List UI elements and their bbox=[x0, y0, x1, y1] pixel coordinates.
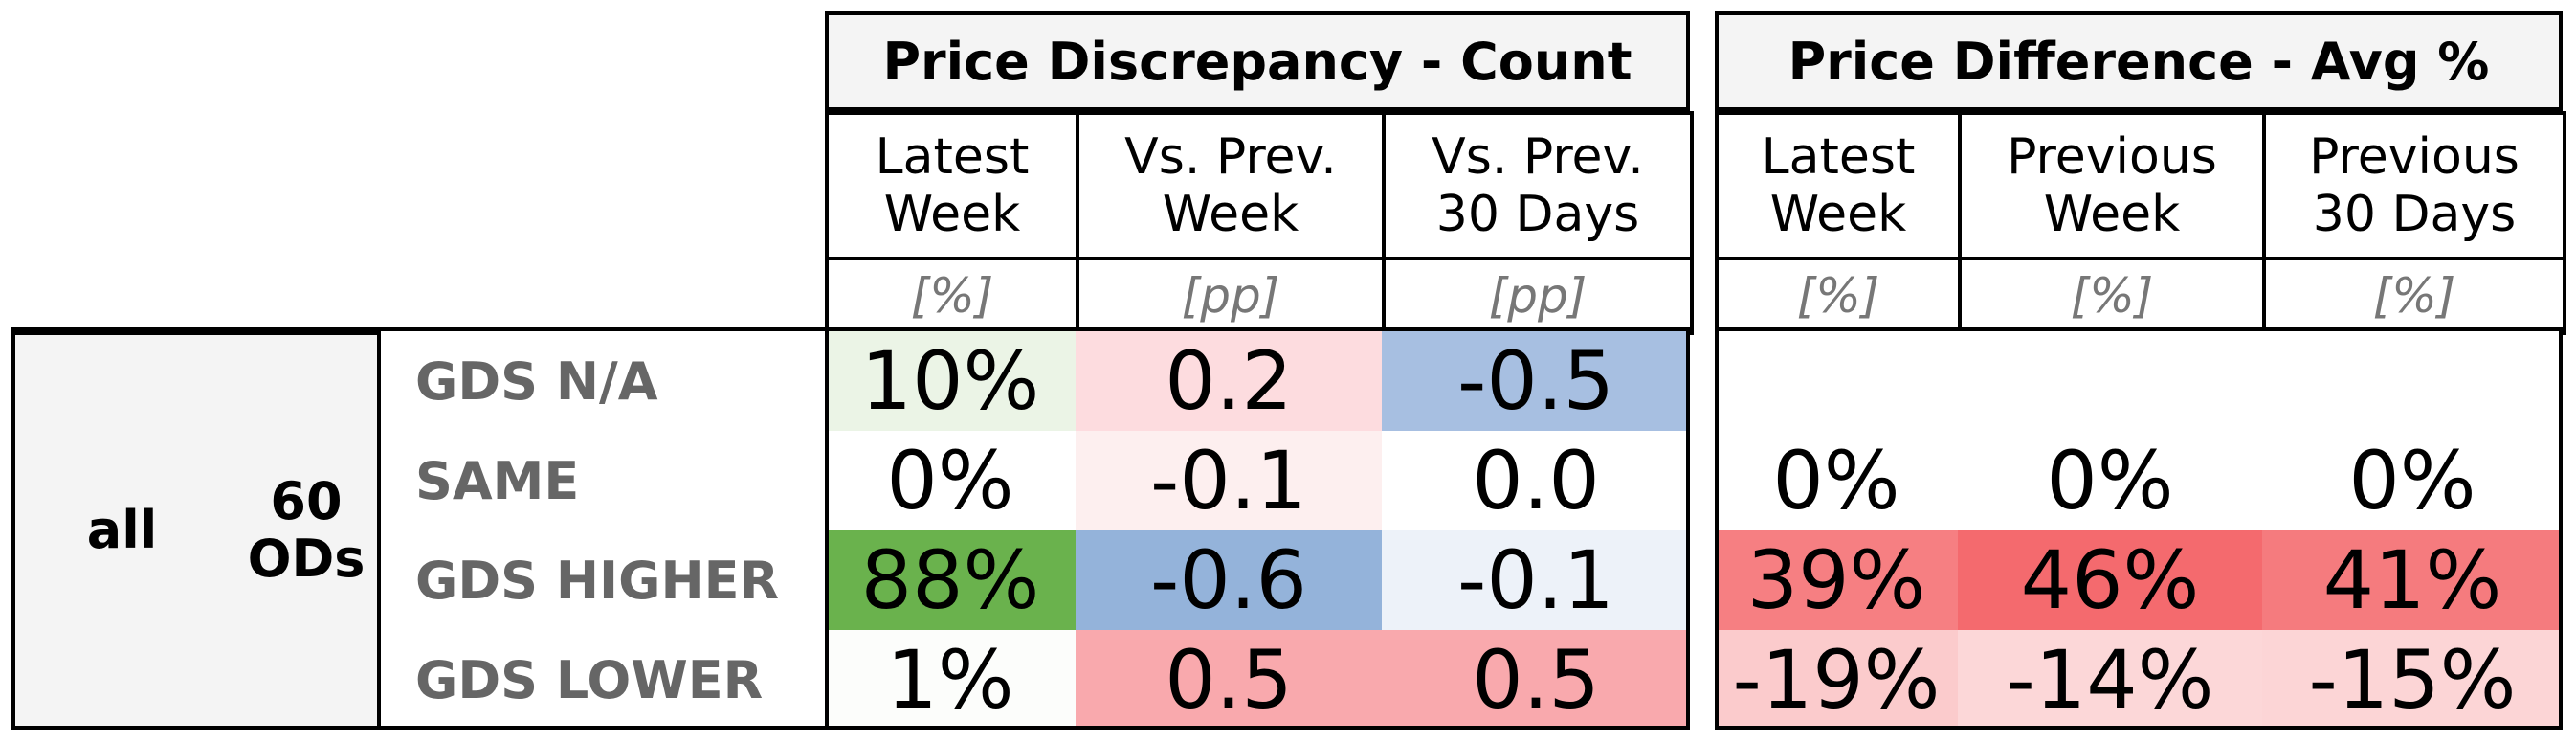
od-count-label: 60 ODs bbox=[247, 471, 366, 589]
column-unit: [%] bbox=[2262, 257, 2566, 335]
table-cell: -0.1 bbox=[1076, 431, 1382, 530]
column-unit: [pp] bbox=[1076, 257, 1386, 335]
table-cell: -0.6 bbox=[1076, 530, 1382, 630]
table-cell bbox=[1715, 331, 1958, 431]
row-group-block bbox=[11, 331, 381, 730]
table-cell: -15% bbox=[2262, 630, 2563, 730]
column-unit: [pp] bbox=[1382, 257, 1694, 335]
table-cell: -19% bbox=[1715, 630, 1958, 730]
table-cell: 46% bbox=[1958, 530, 2262, 630]
group-title: Price Discrepancy - Count bbox=[825, 11, 1690, 111]
table-cell: 88% bbox=[825, 530, 1076, 630]
group-title: Price Difference - Avg % bbox=[1715, 11, 2563, 111]
column-header: Vs. Prev. Week bbox=[1076, 111, 1386, 260]
table-cell: -14% bbox=[1958, 630, 2262, 730]
column-unit: [%] bbox=[825, 257, 1079, 335]
table-cell: 0.5 bbox=[1382, 630, 1690, 730]
table-cell: 0.5 bbox=[1076, 630, 1382, 730]
table-cell: 10% bbox=[825, 331, 1076, 431]
row-label: GDS N/A bbox=[415, 350, 658, 412]
table-cell: 41% bbox=[2262, 530, 2563, 630]
segment-label: all bbox=[86, 500, 158, 560]
table-cell: 0.2 bbox=[1076, 331, 1382, 431]
row-label: GDS HIGHER bbox=[415, 550, 780, 611]
row-label: GDS LOWER bbox=[415, 649, 764, 710]
table-cell: 0% bbox=[1715, 431, 1958, 530]
table-cell: 1% bbox=[825, 630, 1076, 730]
column-header: Vs. Prev. 30 Days bbox=[1382, 111, 1694, 260]
table-cell: 39% bbox=[1715, 530, 1958, 630]
column-header: Previous Week bbox=[1958, 111, 2266, 260]
table-cell bbox=[2262, 331, 2563, 431]
column-unit: [%] bbox=[1958, 257, 2266, 335]
column-header: Previous 30 Days bbox=[2262, 111, 2566, 260]
row-label: SAME bbox=[415, 450, 580, 511]
table-cell bbox=[1958, 331, 2262, 431]
table-cell: 0% bbox=[2262, 431, 2563, 530]
table-cell: -0.5 bbox=[1382, 331, 1690, 431]
table-cell: 0% bbox=[825, 431, 1076, 530]
column-unit: [%] bbox=[1715, 257, 1962, 335]
column-header: Latest Week bbox=[1715, 111, 1962, 260]
column-header: Latest Week bbox=[825, 111, 1079, 260]
table-cell: 0% bbox=[1958, 431, 2262, 530]
table-cell: 0.0 bbox=[1382, 431, 1690, 530]
table-cell: -0.1 bbox=[1382, 530, 1690, 630]
